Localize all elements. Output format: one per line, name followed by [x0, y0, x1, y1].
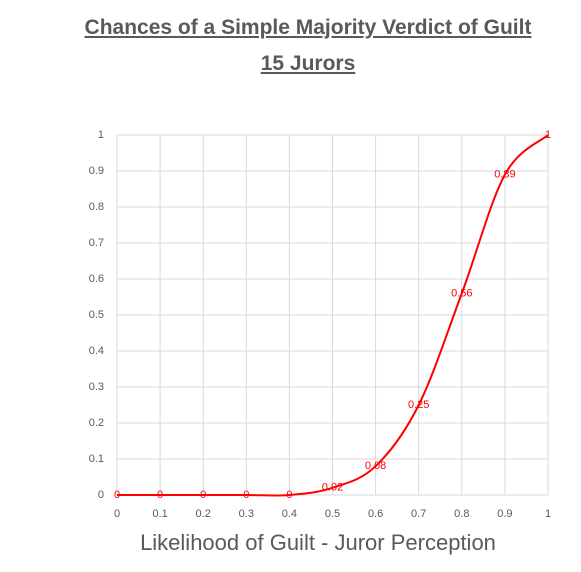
data-label: 0 [243, 489, 249, 501]
y-tick-label: 0.1 [89, 453, 104, 465]
x-axis-label: Likelihood of Guilt - Juror Perception [140, 530, 496, 555]
data-label: 0 [157, 489, 163, 501]
data-label: 0 [114, 489, 120, 501]
x-tick-label: 0.6 [368, 508, 383, 520]
y-tick-label: 0.2 [89, 417, 104, 429]
x-tick-label: 0.3 [239, 508, 254, 520]
y-tick-label: 0.6 [89, 273, 104, 285]
x-tick-label: 0.2 [196, 508, 211, 520]
subtitle-text: 15 Jurors [260, 52, 356, 75]
y-tick-label: 0.3 [89, 381, 104, 393]
y-tick-label: 0 [98, 489, 104, 501]
x-tick-label: 0 [114, 508, 120, 520]
data-label: 1 [545, 129, 551, 141]
data-label: 0.56 [451, 287, 472, 299]
y-tick-label: 0.9 [89, 165, 104, 177]
data-label: 0.02 [322, 482, 343, 494]
data-label: 0 [200, 489, 206, 501]
chart-title: Chances of a Simple Majority Verdict of … [48, 10, 568, 82]
y-tick-label: 0.4 [89, 345, 104, 357]
title-text: Chances of a Simple Majority Verdict of … [84, 16, 532, 39]
y-tick-label: 0.5 [89, 309, 104, 321]
x-tick-label: 1 [545, 508, 551, 520]
x-tick-label: 0.7 [411, 508, 426, 520]
data-label: 0.08 [365, 460, 386, 472]
y-tick-label: 0.7 [89, 237, 104, 249]
x-tick-label: 0.5 [325, 508, 340, 520]
x-tick-label: 0.1 [152, 508, 167, 520]
data-label: 0.25 [408, 399, 429, 411]
x-tick-label: 0.8 [454, 508, 469, 520]
data-label: 0.89 [494, 169, 515, 181]
x-tick-label: 0.4 [282, 508, 297, 520]
y-tick-label: 1 [98, 129, 104, 141]
data-label: 0 [286, 489, 292, 501]
y-tick-label: 0.8 [89, 201, 104, 213]
data-line [117, 134, 549, 497]
x-tick-label: 0.9 [497, 508, 512, 520]
